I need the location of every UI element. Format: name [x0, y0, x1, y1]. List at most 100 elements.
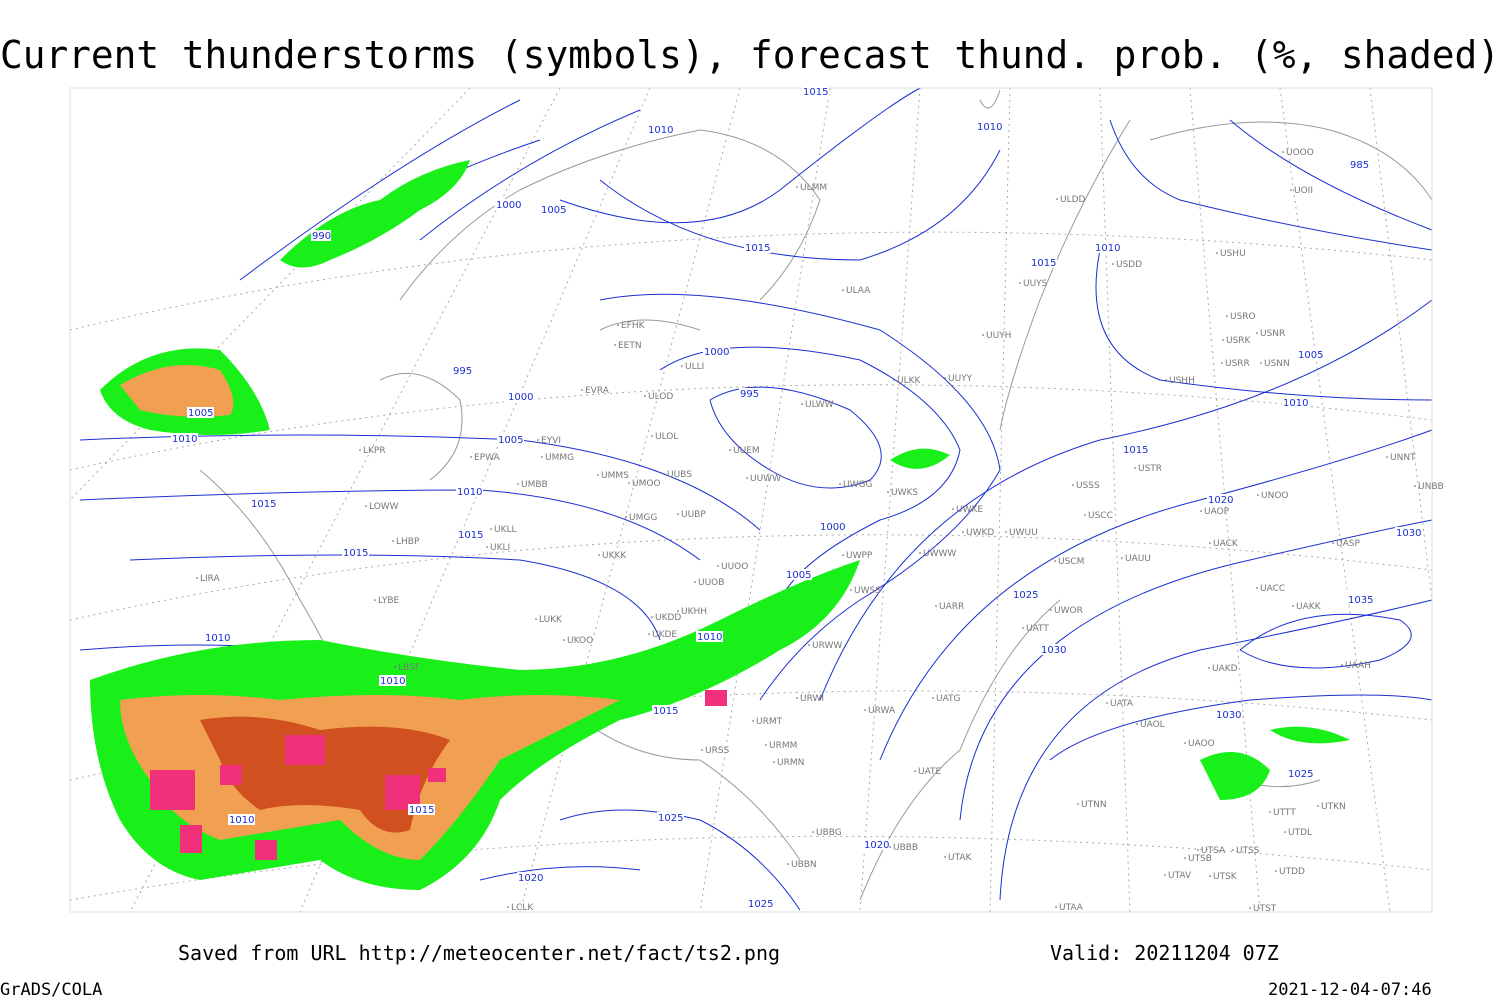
station-label: UWSS: [854, 586, 881, 596]
isobar-label-bg: [342, 547, 369, 558]
station-label: UTSB: [1188, 854, 1212, 864]
station-label: UAKD: [1212, 664, 1238, 674]
isobar-label-bg: [497, 434, 524, 445]
station-dot: [1386, 456, 1388, 458]
station-dot: [935, 605, 937, 607]
isobar-label: 1015: [458, 530, 483, 541]
isobar-label-bg: [1297, 349, 1324, 360]
station-dot: [1249, 907, 1251, 909]
station-dot: [1208, 667, 1210, 669]
station-label: URMN: [777, 758, 804, 768]
station-dot: [773, 761, 775, 763]
isobar-label: 1010: [380, 676, 405, 687]
station-dot: [644, 395, 646, 397]
station-dot: [1019, 282, 1021, 284]
station-dot: [1121, 557, 1123, 559]
isobar-label-bg: [1030, 257, 1057, 268]
station-dot: [628, 482, 630, 484]
station-dot: [1256, 332, 1258, 334]
isobar-label-bg: [457, 529, 484, 540]
station-dot: [1056, 198, 1058, 200]
station-label: LOWW: [369, 502, 399, 512]
isobar-label: 1010: [977, 122, 1002, 133]
station-dot: [1222, 339, 1224, 341]
station-label: UOOO: [1286, 148, 1314, 158]
isobar-label: 1030: [1216, 710, 1241, 721]
station-dot: [808, 644, 810, 646]
station-dot: [1164, 874, 1166, 876]
station-label: UACK: [1213, 539, 1239, 549]
isobar-label: 1010: [648, 125, 673, 136]
station-dot: [1200, 510, 1202, 512]
isobar-label: 995: [740, 389, 759, 400]
station-label: UUYY: [948, 374, 973, 384]
station-dot: [746, 477, 748, 479]
isobar-label-bg: [863, 839, 890, 850]
isobar-label: 1010: [205, 633, 230, 644]
isobar-label-bg: [452, 365, 472, 376]
isobar-label: 1010: [229, 815, 254, 826]
station-label: LUKK: [539, 615, 563, 625]
station-dot: [1106, 702, 1108, 704]
station-label: UUOB: [698, 578, 724, 588]
station-label: UAKK: [1296, 602, 1322, 612]
station-label: UATA: [1110, 699, 1134, 709]
credit: GrADS/COLA: [0, 980, 102, 1000]
isobar-label-bg: [652, 705, 679, 716]
station-dot: [1077, 803, 1079, 805]
station-dot: [651, 616, 653, 618]
station-dot: [359, 449, 361, 451]
isobar-label-bg: [1040, 644, 1067, 655]
station-label: USRO: [1230, 312, 1256, 322]
station-label: UWKD: [966, 528, 994, 538]
isobar-label-bg: [228, 814, 255, 825]
isobar-label: 1015: [653, 706, 678, 717]
station-label: UMOO: [632, 479, 661, 489]
station-dot: [651, 435, 653, 437]
title: Current thunderstorms (symbols), forecas…: [0, 33, 1500, 77]
station-label: UAOP: [1204, 507, 1230, 517]
isobar-label: 1015: [803, 87, 828, 98]
station-label: LIRA: [200, 574, 221, 584]
isobar-label-bg: [739, 388, 759, 399]
isobar-label: 1005: [1298, 350, 1323, 361]
station-dot: [717, 565, 719, 567]
station-label: UARR: [939, 602, 964, 612]
station-label: UBBB: [893, 843, 918, 853]
isobar-label-bg: [819, 521, 846, 532]
isobar-label: 1005: [541, 205, 566, 216]
station-dot: [812, 831, 814, 833]
isobar-label-bg: [1347, 594, 1374, 605]
station-dot: [1269, 811, 1271, 813]
station-label: ULMM: [800, 183, 827, 193]
station-label: ULOL: [655, 432, 678, 442]
isobar-label: 1005: [498, 435, 523, 446]
isobar-label-bg: [408, 804, 435, 815]
station-label: UNNT: [1390, 453, 1416, 463]
station-label: UTKN: [1321, 802, 1346, 812]
station-dot: [1414, 485, 1416, 487]
station-label: UTAA: [1059, 903, 1084, 913]
isobar-label: 1015: [1123, 445, 1148, 456]
station-label: UBBN: [791, 860, 817, 870]
station-dot: [1257, 494, 1259, 496]
station-label: UWKE: [956, 505, 983, 515]
station-dot: [796, 186, 798, 188]
isobar-label-bg: [456, 486, 483, 497]
station-dot: [889, 846, 891, 848]
station-label: UTAV: [1168, 871, 1192, 881]
station-dot: [864, 709, 866, 711]
station-dot: [614, 344, 616, 346]
station-dot: [598, 554, 600, 556]
station-label: ULOD: [648, 392, 673, 402]
station-label: UUYH: [986, 331, 1011, 341]
station-label: UWOR: [1054, 606, 1083, 616]
station-label: USCM: [1058, 557, 1084, 567]
station-dot: [1072, 484, 1074, 486]
station-dot: [1165, 379, 1167, 381]
isobar-label: 1015: [343, 548, 368, 559]
station-label: UTSS: [1236, 846, 1260, 856]
isobar-label-bg: [1349, 159, 1369, 170]
station-dot: [1290, 189, 1292, 191]
station-dot: [1022, 627, 1024, 629]
